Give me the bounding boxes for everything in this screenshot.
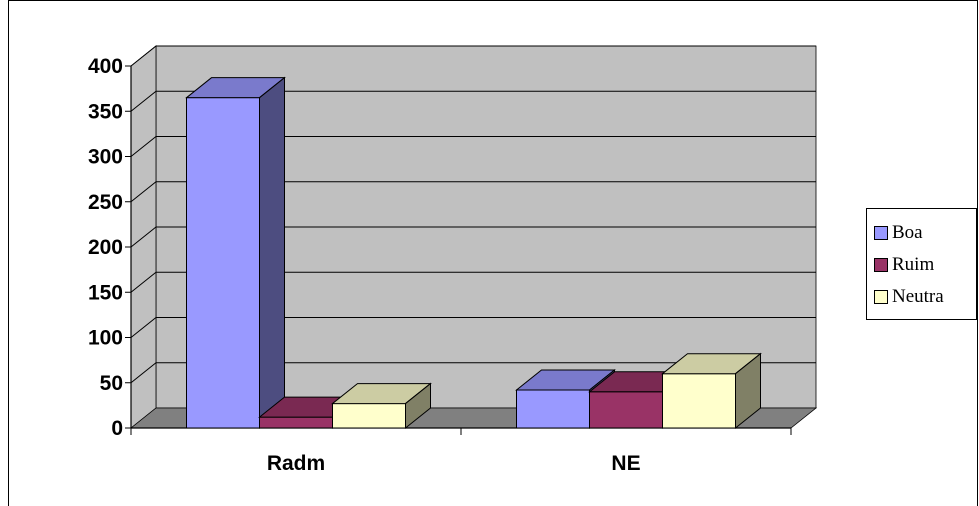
bar-front — [662, 373, 736, 429]
y-tick-label: 300 — [88, 146, 123, 169]
bar-front — [259, 416, 333, 429]
gridline — [130, 226, 816, 248]
legend-swatch — [874, 290, 888, 304]
gridline — [130, 317, 816, 338]
gridline — [130, 271, 816, 293]
legend-item: Ruim — [867, 249, 976, 281]
legend: Boa Ruim Neutra — [866, 208, 977, 320]
bar-side — [405, 382, 431, 430]
x-category-label: Radm — [267, 452, 325, 475]
x-category-labels: Radm NE — [267, 452, 641, 475]
legend-item: Neutra — [867, 281, 976, 313]
y-tick-labels: 0 50 100 150 200 250 300 350 400 — [88, 55, 123, 440]
bars — [185, 76, 762, 430]
legend-label: Ruim — [892, 254, 935, 275]
bar — [185, 76, 286, 430]
legend-swatch — [874, 258, 888, 272]
gridline — [130, 181, 816, 203]
y-tick-label: 150 — [88, 281, 123, 304]
bar-front — [589, 391, 663, 429]
y-tick-label: 350 — [88, 100, 123, 123]
legend-label: Boa — [892, 222, 923, 243]
bar-front — [516, 389, 590, 429]
y-tick-label: 400 — [88, 55, 123, 78]
legend-item: Boa — [867, 217, 976, 249]
y-tick-label: 100 — [88, 327, 123, 350]
chart-frame — [8, 0, 978, 506]
bar-side — [259, 76, 285, 430]
y-tick-label: 250 — [88, 191, 123, 214]
bar — [661, 352, 762, 430]
y-tick-label: 50 — [100, 372, 123, 395]
legend-swatch — [874, 226, 888, 240]
gridline — [130, 362, 816, 384]
gridlines — [130, 45, 816, 384]
bar-front — [186, 97, 260, 429]
gridline — [130, 45, 816, 67]
bar-side — [735, 352, 761, 430]
gridline — [130, 90, 816, 112]
x-category-label: NE — [611, 452, 640, 475]
bar — [331, 382, 432, 430]
y-tick-label: 0 — [111, 417, 123, 440]
gridline — [130, 136, 816, 157]
bar-front — [332, 403, 406, 429]
y-tick-label: 200 — [88, 236, 123, 259]
legend-label: Neutra — [892, 286, 944, 307]
